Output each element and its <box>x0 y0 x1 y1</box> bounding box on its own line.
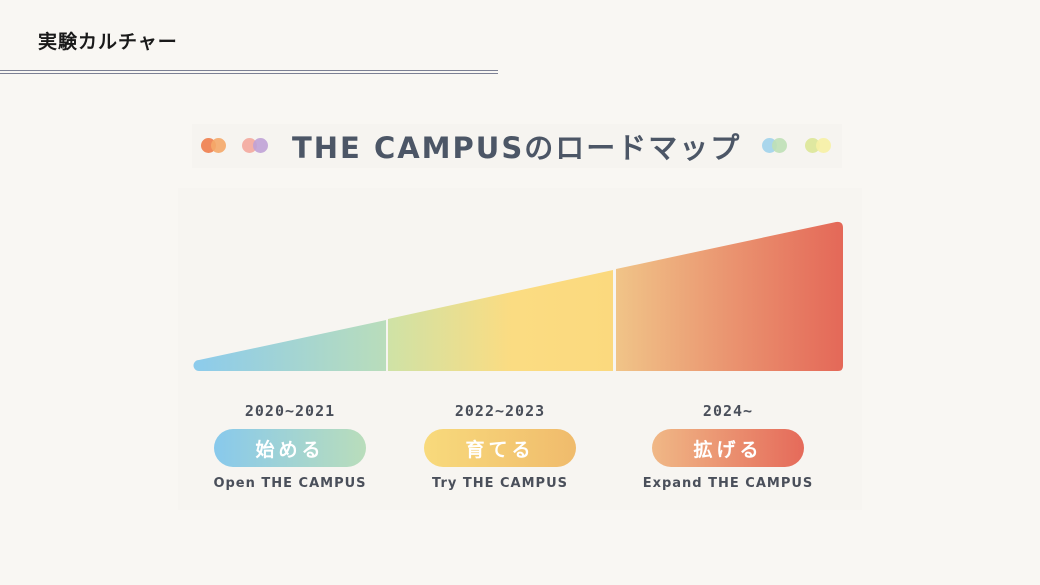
phase-label: 育てる <box>424 429 576 467</box>
roadmap-title-row <box>192 124 842 168</box>
roadmap-title: THE CAMPUSのロードマップ <box>292 131 742 165</box>
phase-years: 2024~ <box>702 402 754 420</box>
decor-dot-icon <box>253 138 268 153</box>
header-divider <box>0 70 498 76</box>
phase-years: 2022~2023 <box>454 402 546 420</box>
decor-dot-icon <box>772 138 787 153</box>
phase-2: 2022~2023 育てる Try THE CAMPUS <box>405 402 595 491</box>
phase-label: 拡げる <box>652 429 804 467</box>
phase-1-segment <box>193 320 386 371</box>
phase-3: 2024~ 拡げる Expand THE CAMPUS <box>633 402 823 491</box>
phase-label: 始める <box>214 429 366 467</box>
phase-years: 2020~2021 <box>244 402 336 420</box>
page-title: 実験カルチャー <box>38 31 178 53</box>
phase-english-label: Expand THE CAMPUS <box>642 476 814 491</box>
decor-dot-icon <box>816 138 831 153</box>
phase-3-segment <box>616 221 843 371</box>
phase-1: 2020~2021 始める Open THE CAMPUS <box>195 402 385 491</box>
phase-2-segment <box>388 270 613 371</box>
phase-english-label: Try THE CAMPUS <box>432 476 568 491</box>
decor-dot-icon <box>211 138 226 153</box>
phase-english-label: Open THE CAMPUS <box>213 476 367 491</box>
